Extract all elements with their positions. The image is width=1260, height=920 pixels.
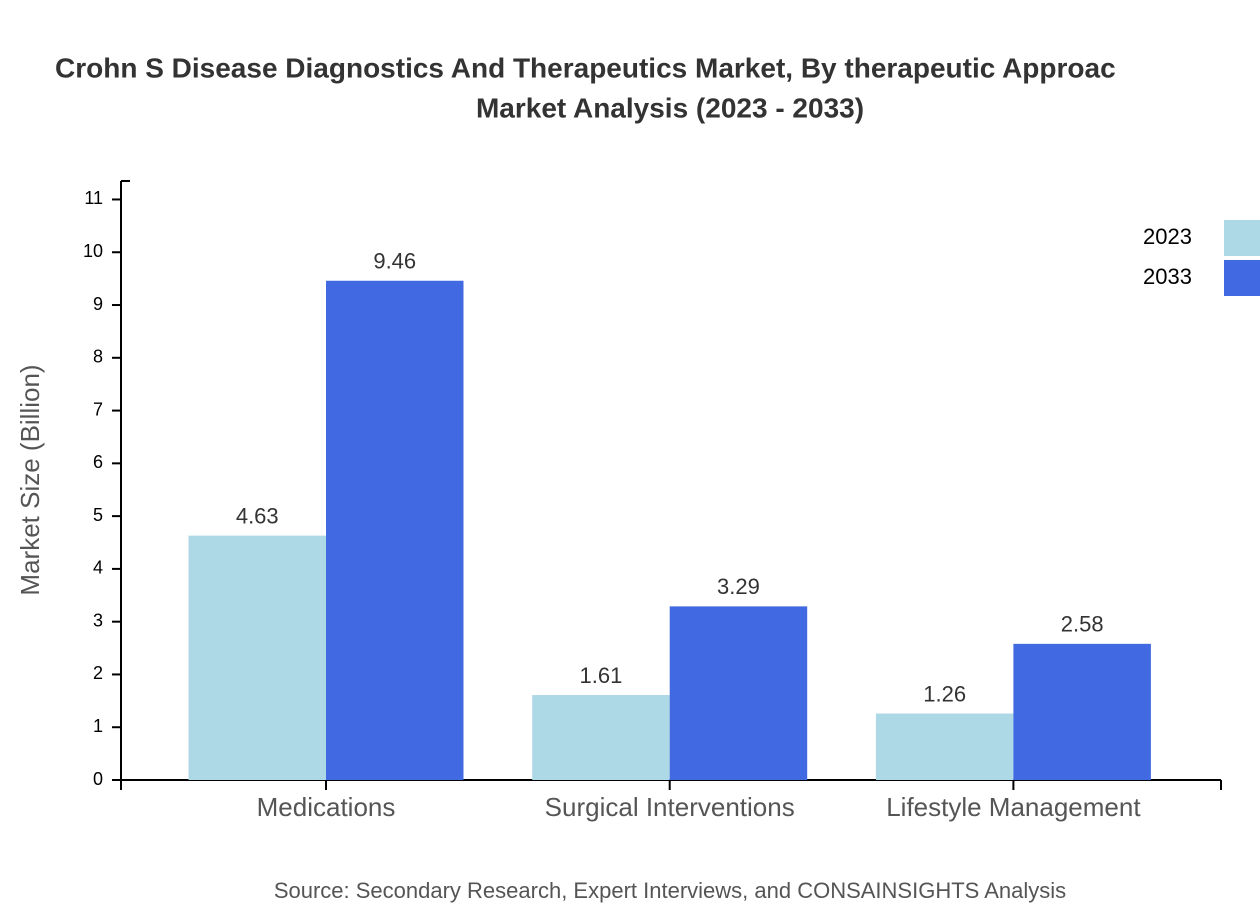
y-tick-label: 9: [93, 294, 103, 314]
y-tick-label: 8: [93, 347, 103, 367]
y-tick-label: 7: [93, 399, 103, 419]
chart-title: Crohn S Disease Diagnostics And Therapeu…: [55, 52, 1116, 83]
x-tick-label: Medications: [257, 792, 396, 822]
chart-title: Market Analysis (2023 - 2033): [476, 92, 864, 123]
source-note: Source: Secondary Research, Expert Inter…: [274, 878, 1066, 903]
legend-swatch: [1224, 220, 1260, 256]
value-label: 3.29: [717, 574, 760, 599]
legend-label: 2023: [1143, 224, 1192, 249]
value-label: 9.46: [373, 249, 416, 274]
y-tick-label: 10: [83, 241, 103, 261]
x-tick-label: Lifestyle Management: [886, 792, 1141, 822]
y-tick-label: 11: [84, 188, 103, 208]
y-tick-label: 3: [93, 610, 103, 630]
y-tick-label: 0: [93, 769, 103, 789]
bar: [1013, 643, 1151, 780]
y-tick-label: 4: [93, 558, 103, 578]
bar: [188, 535, 326, 780]
y-tick-label: 2: [93, 663, 103, 683]
value-label: 1.26: [923, 681, 966, 706]
y-axis-label: Market Size (Billion): [15, 364, 45, 595]
bar: [875, 713, 1014, 780]
legend-label: 2033: [1143, 264, 1192, 289]
bar: [532, 695, 670, 780]
value-label: 1.61: [580, 663, 623, 688]
x-tick-label: Surgical Interventions: [545, 792, 795, 822]
value-label: 2.58: [1061, 612, 1104, 637]
legend-swatch: [1224, 260, 1260, 296]
bar: [326, 280, 464, 780]
y-tick-label: 6: [93, 452, 103, 472]
value-label: 4.63: [236, 503, 279, 528]
bar: [669, 606, 808, 780]
y-tick-label: 5: [93, 505, 103, 525]
y-tick-label: 1: [93, 716, 103, 736]
